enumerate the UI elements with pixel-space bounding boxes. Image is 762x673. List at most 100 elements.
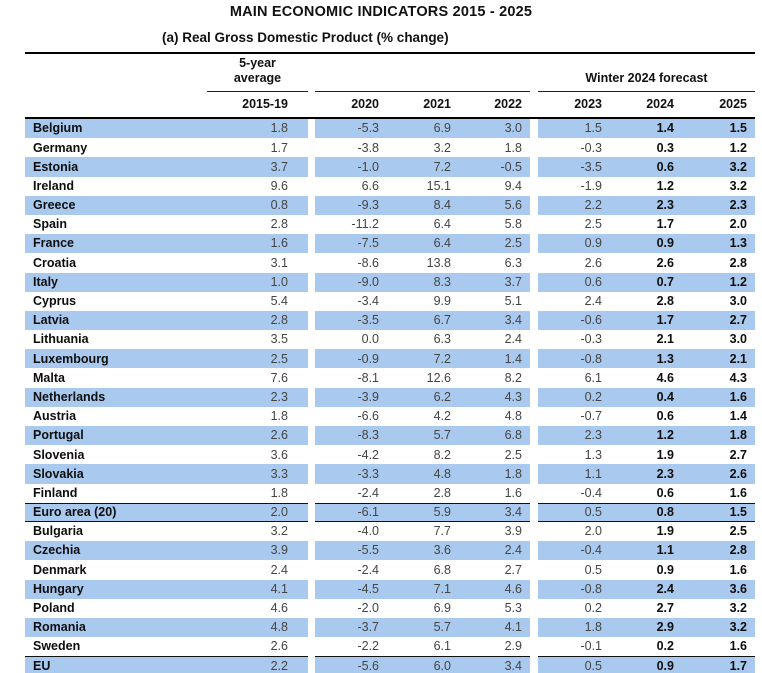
row-label: Czechia — [25, 541, 207, 561]
year-header-row: 2015-19 2020 2021 2022 2023 2024 2025 — [25, 92, 756, 119]
value-cell: 2.6 — [682, 464, 756, 484]
column-gap — [530, 656, 538, 673]
column-gap — [308, 521, 315, 542]
value-cell: 2.0 — [584, 524, 602, 539]
value-cell: 3.7 — [207, 157, 308, 177]
value-cell: 1.6 — [504, 485, 522, 500]
value-cell: 0.5 — [584, 562, 602, 577]
value-cell: 1.6 — [729, 485, 748, 500]
value-cell: 1.1 — [610, 541, 682, 561]
value-cell: 3.4 — [459, 310, 530, 331]
column-gap — [530, 406, 538, 426]
column-gap — [530, 560, 538, 580]
row-label: Romania — [25, 617, 207, 638]
value-cell: -3.3 — [315, 464, 387, 484]
value-cell: 0.9 — [656, 562, 674, 577]
value-cell: 2.5 — [459, 234, 530, 254]
value-cell: 1.8 — [682, 426, 756, 446]
value-cell: 1.8 — [504, 140, 522, 155]
table-row: Austria 1.8 -6.6 4.2 4.8 -0.7 0.6 1.4 — [25, 406, 755, 426]
row-label: EU — [25, 656, 207, 673]
table-row: Romania 4.8 -3.7 5.7 4.1 1.8 2.9 3.2 — [25, 617, 756, 638]
value-cell: 7.2 — [387, 157, 459, 177]
value-cell: 2.3 — [610, 195, 682, 215]
column-gap — [308, 445, 315, 465]
value-cell: 0.9 — [610, 656, 682, 673]
column-gap — [530, 138, 538, 158]
value-cell: -8.1 — [357, 370, 379, 385]
table-caption: (a) Real Gross Domestic Product (% chang… — [162, 30, 449, 45]
value-cell: 0.4 — [610, 387, 682, 407]
value-cell: 1.7 — [656, 217, 674, 232]
value-cell: 2.5 — [207, 349, 308, 369]
value-cell: 1.3 — [682, 234, 756, 254]
value-cell: 1.4 — [729, 409, 748, 424]
value-cell: -3.5 — [315, 310, 387, 331]
column-gap — [530, 253, 538, 273]
value-cell: 2.7 — [656, 601, 674, 616]
column-gap — [530, 368, 538, 388]
column-gap — [308, 541, 315, 561]
value-cell: 15.1 — [426, 178, 451, 193]
row-label: Belgium — [25, 119, 207, 139]
column-gap — [308, 637, 315, 657]
row-label: Lithuania — [33, 332, 89, 347]
value-cell: 6.9 — [433, 601, 451, 616]
value-cell: 3.9 — [504, 524, 522, 539]
column-gap — [308, 253, 315, 273]
table-row: Slovakia 3.3 -3.3 4.8 1.8 1.1 2.3 2.6 — [25, 464, 756, 484]
column-gap — [308, 617, 315, 638]
value-cell: -2.2 — [357, 639, 379, 654]
value-cell: 6.1 — [433, 639, 451, 654]
column-gap — [308, 579, 315, 599]
value-cell: 1.2 — [729, 140, 748, 155]
value-cell: -0.3 — [580, 332, 602, 347]
value-cell: -0.7 — [580, 409, 602, 424]
value-cell: 1.4 — [459, 349, 530, 369]
value-cell: 1.3 — [584, 447, 602, 462]
value-cell: 6.3 — [433, 332, 451, 347]
value-cell: 8.3 — [387, 272, 459, 292]
value-cell: 2.4 — [270, 562, 288, 577]
column-gap — [308, 426, 315, 446]
table-row: Cyprus 5.4 -3.4 9.9 5.1 2.4 2.8 3.0 — [25, 291, 755, 311]
value-cell: 3.2 — [270, 524, 288, 539]
column-gap — [530, 176, 538, 196]
value-cell: -5.3 — [315, 119, 387, 139]
value-cell: 2.0 — [729, 217, 748, 232]
column-gap — [530, 464, 538, 484]
value-cell: 0.9 — [610, 234, 682, 254]
five-year-line1: 5-year — [239, 56, 276, 70]
value-cell: 5.4 — [270, 294, 288, 309]
value-cell: 1.6 — [207, 234, 308, 254]
value-cell: 2.0 — [207, 502, 308, 522]
value-cell: 3.1 — [270, 255, 288, 270]
row-label: Denmark — [33, 562, 87, 577]
value-cell: -8.3 — [315, 426, 387, 446]
column-gap — [530, 617, 538, 638]
value-cell: 2.4 — [504, 332, 522, 347]
column-gap — [308, 349, 315, 369]
column-gap — [308, 406, 315, 426]
column-gap — [530, 426, 538, 446]
value-cell: 8.2 — [433, 447, 451, 462]
row-label: Austria — [33, 409, 77, 424]
column-gap — [308, 483, 315, 503]
value-cell: 5.6 — [459, 195, 530, 215]
row-label: Cyprus — [33, 294, 77, 309]
value-cell: 9.9 — [433, 294, 451, 309]
value-cell: 1.8 — [207, 119, 308, 139]
table-row: Latvia 2.8 -3.5 6.7 3.4 -0.6 1.7 2.7 — [25, 310, 756, 331]
group-header-row: 5-year average Winter 2024 forecast — [25, 54, 756, 92]
value-cell: 0.6 — [656, 485, 674, 500]
value-cell: -4.5 — [315, 579, 387, 599]
column-gap — [308, 330, 315, 350]
value-cell: -6.6 — [357, 409, 379, 424]
value-cell: 2.7 — [682, 310, 756, 331]
value-cell: -11.2 — [351, 217, 379, 232]
value-cell: -2.4 — [357, 485, 379, 500]
row-label: Latvia — [25, 310, 207, 331]
column-gap — [530, 291, 538, 311]
value-cell: 1.7 — [610, 310, 682, 331]
value-cell: 0.5 — [538, 502, 610, 522]
